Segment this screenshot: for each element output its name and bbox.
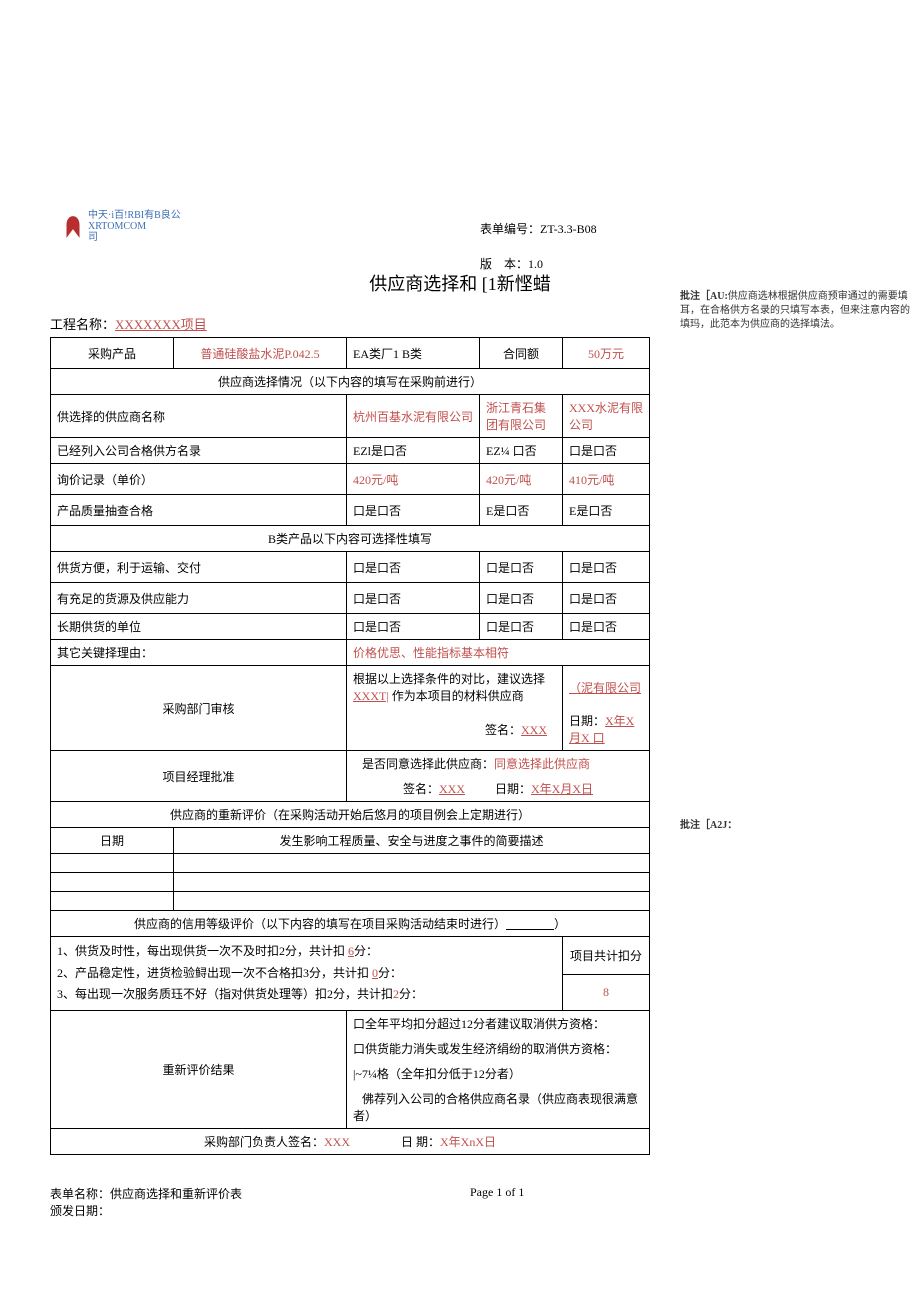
dept-review-label: 采购部门审核 bbox=[51, 666, 347, 751]
credit-header: 供应商的信用等级评价（以下内容的填写在项目采购活动结束时进行） ） bbox=[51, 911, 650, 937]
delivery-3: 口是口否 bbox=[563, 552, 650, 583]
dept-review-company: （泥有限公司 bbox=[563, 666, 650, 709]
result-opt2: 口供货能力消失或发生经济绢纷的取消供方资格： bbox=[347, 1036, 650, 1061]
dept-sign: 签名：XXX bbox=[347, 708, 563, 751]
page-indicator: Page 1 of 1 bbox=[470, 1185, 524, 1200]
reeval-date-col: 日期 bbox=[51, 828, 174, 854]
listed-2: EZ¼ 口否 bbox=[480, 438, 563, 464]
longterm-1: 口是口否 bbox=[347, 614, 480, 640]
reeval-row-1-desc bbox=[174, 854, 650, 873]
longterm-3: 口是口否 bbox=[563, 614, 650, 640]
footer: 表单名称：供应商选择和重新评价表 Page 1 of 1 颁发日期： bbox=[50, 1185, 870, 1219]
reeval-row-2-date bbox=[51, 873, 174, 892]
result-opt1: 口全年平均扣分超过12分者建议取消供方资格： bbox=[347, 1010, 650, 1036]
logo-block: 中天·i百!RBI有B良公 XRTOMCOM 司 bbox=[60, 210, 181, 243]
pm-sign: 签名：XXX 日期：X年X月X日 bbox=[347, 776, 650, 802]
dept-date: 日期：X年X月X 口 bbox=[563, 708, 650, 751]
quality-2: E是口否 bbox=[480, 495, 563, 526]
longterm-2: 口是口否 bbox=[480, 614, 563, 640]
other-reason-label: 其它关键择理由： bbox=[51, 640, 347, 666]
listed-label: 已经列入公司合格供方名录 bbox=[51, 438, 347, 464]
quote-3: 410元/吨 bbox=[563, 464, 650, 495]
quality-3: E是口否 bbox=[563, 495, 650, 526]
logo-text-3: 司 bbox=[88, 232, 181, 243]
supplier-1: 杭州百基水泥有限公司 bbox=[347, 395, 480, 438]
annotation-2: 批注［A2J： bbox=[680, 819, 910, 833]
section-selection: 供应商选择情况（以下内容的填写在采购前进行） bbox=[51, 369, 650, 395]
quote-2: 420元/吨 bbox=[480, 464, 563, 495]
stock-2: 口是口否 bbox=[480, 583, 563, 614]
form-number: 表单编号：ZT-3.3-B08 bbox=[480, 220, 597, 237]
contract-value: 50万元 bbox=[563, 338, 650, 369]
logo-icon bbox=[60, 214, 86, 240]
logo-text-2: XRTOMCOM bbox=[88, 221, 181, 232]
contract-label: 合同额 bbox=[480, 338, 563, 369]
reeval-row-3-desc bbox=[174, 892, 650, 911]
delivery-1: 口是口否 bbox=[347, 552, 480, 583]
category-label: EA类厂1 B类 bbox=[347, 338, 480, 369]
longterm-label: 长期供货的单位 bbox=[51, 614, 347, 640]
reeval-desc-col: 发生影响工程质量、安全与进度之事件的简要描述 bbox=[174, 828, 650, 854]
annotation-1: 批注［AU:供应商选林根据供应商预审通过的需要填 耳，在合格供方名录的只填写本表… bbox=[680, 290, 910, 332]
main-form-table: 采购产品 普通硅酸盐水泥P.042.5 EA类厂1 B类 合同额 50万元 供应… bbox=[50, 337, 650, 1155]
stock-1: 口是口否 bbox=[347, 583, 480, 614]
credit-lines: 1、供货及时性，每出现供货一次不及时扣2分，共计扣 6分： 2、产品稳定性，进货… bbox=[51, 937, 563, 1011]
listed-1: EZl是口否 bbox=[347, 438, 480, 464]
quality-1: 口是口否 bbox=[347, 495, 480, 526]
delivery-label: 供货方便，利于运输、交付 bbox=[51, 552, 347, 583]
product-label: 采购产品 bbox=[51, 338, 174, 369]
supplier-3: XXX水泥有限公司 bbox=[563, 395, 650, 438]
other-reason-text: 价格优思、性能指标基本相符 bbox=[347, 640, 650, 666]
score-label: 项目共计扣分 bbox=[563, 937, 650, 975]
final-sign-row: 采购部门负责人签名：XXX 日 期：X年XnX日 bbox=[51, 1128, 650, 1154]
listed-3: 口是口否 bbox=[563, 438, 650, 464]
stock-label: 有充足的货源及供应能力 bbox=[51, 583, 347, 614]
reeval-row-2-desc bbox=[174, 873, 650, 892]
result-label: 重新评价结果 bbox=[51, 1010, 347, 1128]
product-value: 普通硅酸盐水泥P.042.5 bbox=[174, 338, 347, 369]
reeval-header: 供应商的重新评价（在采购活动开始后悠月的项目例会上定期进行） bbox=[51, 802, 650, 828]
version: 版 本：1.0 bbox=[480, 255, 543, 272]
section-b: B类产品以下内容可选择性填写 bbox=[51, 526, 650, 552]
stock-3: 口是口否 bbox=[563, 583, 650, 614]
score-value: 8 bbox=[563, 975, 650, 1010]
result-opt4: 佛荐列入公司的合格供应商名录（供应商表现很满意者） bbox=[347, 1086, 650, 1129]
dept-review-text: 根据以上选择条件的对比，建议选择 XXXT| 作为本项目的材料供应商 bbox=[347, 666, 563, 709]
supplier-2: 浙江青石集团有限公司 bbox=[480, 395, 563, 438]
quote-1: 420元/吨 bbox=[347, 464, 480, 495]
pm-approve-text: 是否同意选择此供应商：同意选择此供应商 bbox=[347, 751, 650, 777]
reeval-row-1-date bbox=[51, 854, 174, 873]
quote-label: 询价记录（单价） bbox=[51, 464, 347, 495]
reeval-row-3-date bbox=[51, 892, 174, 911]
quality-label: 产品质量抽查合格 bbox=[51, 495, 347, 526]
delivery-2: 口是口否 bbox=[480, 552, 563, 583]
supplier-name-label: 供选择的供应商名称 bbox=[51, 395, 347, 438]
result-opt3: |~7¼格（全年扣分低于12分者） bbox=[347, 1061, 650, 1086]
logo-text-1: 中天·i百!RBI有B良公 bbox=[88, 210, 181, 221]
pm-approve-label: 项目经理批准 bbox=[51, 751, 347, 802]
